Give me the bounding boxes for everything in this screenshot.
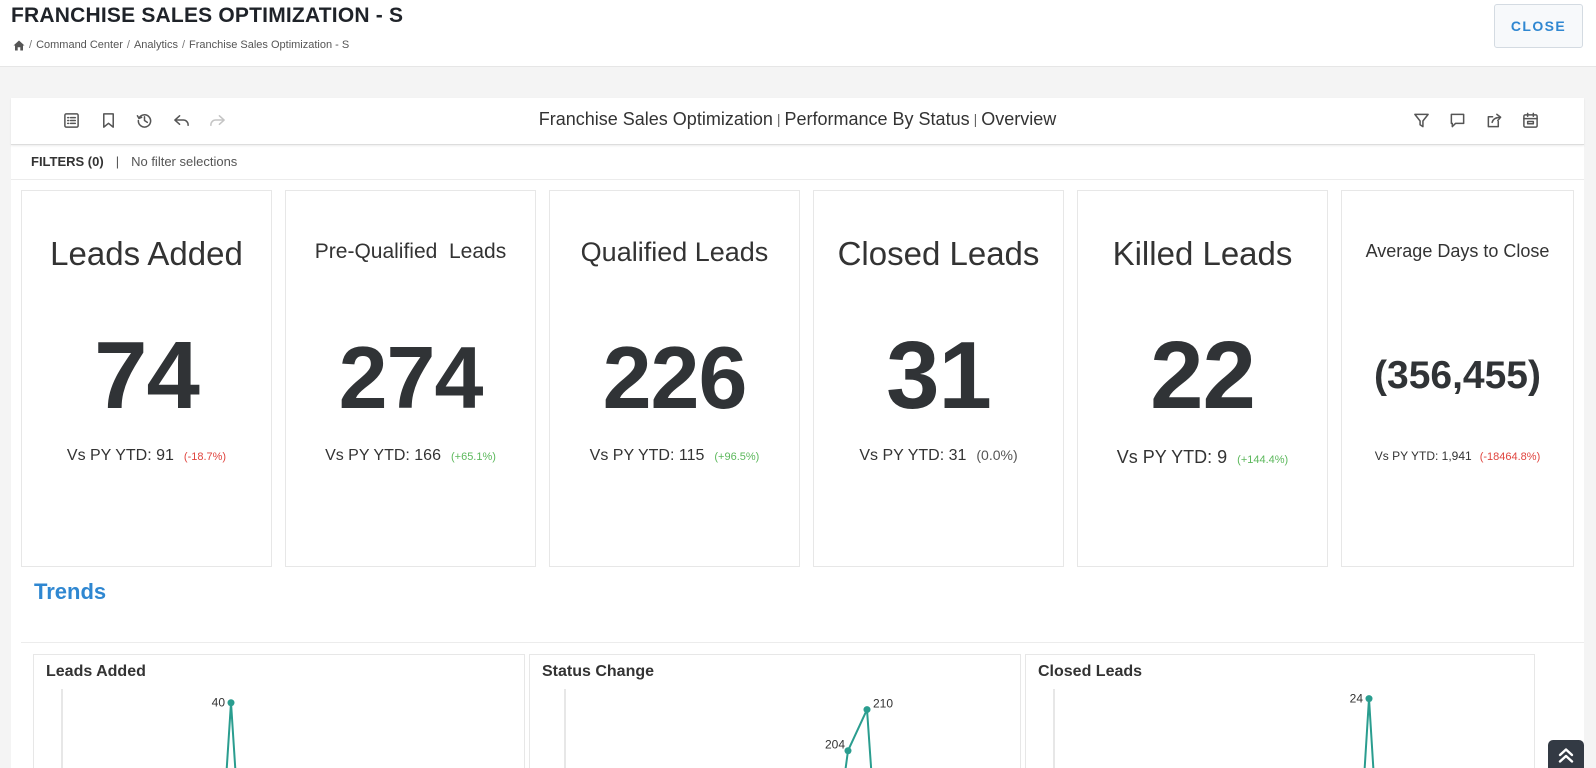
history-icon[interactable] — [134, 110, 154, 130]
filter-icon[interactable] — [1411, 110, 1431, 130]
breadcrumb-item-command-center[interactable]: Command Center — [36, 39, 123, 51]
filters-value: No filter selections — [131, 154, 238, 169]
chart-status-change: 200204210 — [564, 689, 893, 768]
series-line — [225, 702, 237, 768]
undo-icon[interactable] — [171, 110, 191, 130]
kpi-delta: (+96.5%) — [714, 451, 760, 463]
data-point — [844, 747, 852, 755]
chart-card-closed-leads[interactable]: Closed Leads 2024 — [1025, 654, 1535, 768]
breadcrumb-separator: / — [126, 39, 130, 51]
report-title-page: Overview — [981, 109, 1057, 129]
chart-leads-added: 35 40 — [40, 689, 237, 768]
kpi-delta: (-18.7%) — [183, 451, 227, 463]
kpi-compare-text: Vs PY YTD: 91 — [66, 447, 174, 464]
kpi-compare-text: Vs PY YTD: 9 — [1116, 447, 1228, 467]
kpi-title: Pre-Qualified Leads — [314, 240, 507, 263]
trends-section-title: Trends — [34, 579, 107, 604]
page-title: FRANCHISE SALES OPTIMIZATION - S — [11, 4, 404, 27]
comment-icon[interactable] — [1447, 110, 1467, 130]
kpi-compare: Vs PY YTD: 166 (+65.1%) — [286, 447, 535, 465]
list-icon[interactable] — [61, 110, 81, 130]
kpi-row: Leads Added 74 Vs PY YTD: 91 (-18.7%) Pre… — [21, 190, 1584, 568]
kpi-compare: Vs PY YTD: 31 (0.0%) — [814, 447, 1063, 465]
data-point — [227, 699, 235, 707]
kpi-compare: Vs PY YTD: 91 (-18.7%) — [22, 447, 271, 465]
kpi-value: 31 — [886, 322, 992, 429]
filters-separator: | — [115, 154, 120, 169]
report-title-view: Performance By Status — [784, 109, 970, 129]
kpi-delta: (+144.4%) — [1237, 454, 1289, 466]
kpi-title: Qualified Leads — [580, 237, 769, 267]
chart-title: Closed Leads — [1038, 663, 1143, 680]
kpi-delta: (+65.1%) — [450, 451, 496, 463]
kpi-compare-text: Vs PY YTD: 166 — [325, 447, 441, 464]
chart-title: Status Change — [542, 663, 655, 680]
chart-card-leads-added[interactable]: Leads Added 35 40 — [33, 654, 525, 768]
kpi-compare: Vs PY YTD: 9 (+144.4%) — [1078, 447, 1327, 468]
data-label: 210 — [873, 697, 893, 711]
scroll-to-top-button[interactable] — [1548, 740, 1584, 768]
home-icon[interactable] — [13, 40, 25, 51]
top-bar: FRANCHISE SALES OPTIMIZATION - S / Comma… — [0, 0, 1596, 67]
filters-label[interactable]: FILTERS (0) — [31, 154, 104, 169]
kpi-card-average-days-to-close[interactable]: Average Days to Close (356,455) Vs PY YT… — [1341, 190, 1574, 567]
kpi-value: 274 — [338, 328, 484, 427]
y-tick-label: 35 — [40, 766, 52, 768]
kpi-value: 226 — [602, 328, 748, 427]
kpi-card-pre-qualified-leads[interactable]: Pre-Qualified Leads 274 Vs PY YTD: 166 (+… — [285, 190, 536, 567]
kpi-delta: (0.0%) — [976, 447, 1018, 463]
divider — [21, 642, 1584, 643]
divider — [11, 179, 1584, 180]
series-line — [844, 709, 873, 768]
chart-closed-leads: 2024 — [1053, 689, 1375, 768]
report-title: Franchise Sales Optimization | Performance… — [11, 109, 1584, 130]
data-label: 204 — [825, 738, 845, 752]
chart-card-status-change[interactable]: Status Change 200204210 — [529, 654, 1021, 768]
kpi-value: 74 — [94, 322, 200, 429]
kpi-compare: Vs PY YTD: 115 (+96.5%) — [550, 447, 799, 465]
kpi-card-killed-leads[interactable]: Killed Leads 22 Vs PY YTD: 9 (+144.4%) — [1077, 190, 1328, 567]
close-button[interactable]: CLOSE — [1494, 4, 1583, 48]
kpi-title: Closed Leads — [837, 235, 1040, 272]
kpi-card-qualified-leads[interactable]: Qualified Leads 226 Vs PY YTD: 115 (+96.5… — [549, 190, 800, 567]
report-title-separator: | — [973, 111, 978, 127]
share-icon[interactable] — [1484, 110, 1504, 130]
breadcrumb-item-analytics[interactable]: Analytics — [133, 39, 178, 51]
kpi-value: 22 — [1150, 322, 1256, 429]
dashboard-toolbar: Franchise Sales Optimization | Performance… — [11, 98, 1584, 145]
double-chevron-up-icon — [1558, 748, 1574, 763]
kpi-title: Leads Added — [50, 235, 243, 272]
report-title-separator: | — [776, 111, 781, 127]
kpi-card-closed-leads[interactable]: Closed Leads 31 Vs PY YTD: 31 (0.0%) — [813, 190, 1064, 567]
kpi-value: (356,455) — [1374, 354, 1541, 397]
dashboard-panel: Franchise Sales Optimization | Performance… — [11, 98, 1584, 768]
chart-title: Leads Added — [46, 663, 146, 680]
data-label: 24 — [1350, 692, 1364, 706]
data-point — [1365, 695, 1373, 703]
breadcrumb: / Command Center / Analytics / Franchise… — [13, 39, 349, 51]
data-point — [863, 706, 871, 714]
kpi-title: Average Days to Close — [1365, 241, 1550, 261]
kpi-title: Killed Leads — [1112, 235, 1293, 272]
kpi-compare-text: Vs PY YTD: 115 — [589, 447, 705, 464]
breadcrumb-separator: / — [29, 39, 33, 51]
kpi-card-leads-added[interactable]: Leads Added 74 Vs PY YTD: 91 (-18.7%) — [21, 190, 272, 567]
kpi-compare-text: Vs PY YTD: 31 — [859, 447, 967, 464]
data-label: 40 — [212, 696, 226, 710]
kpi-delta: (-18464.8%) — [1479, 451, 1541, 463]
filters-bar[interactable]: FILTERS (0) | No filter selections — [31, 154, 237, 169]
kpi-compare-text: Vs PY YTD: 1,941 — [1374, 449, 1472, 463]
calendar-icon[interactable] — [1520, 110, 1540, 130]
bookmark-icon[interactable] — [98, 110, 118, 130]
report-title-dashboard: Franchise Sales Optimization — [538, 109, 773, 129]
redo-icon[interactable] — [207, 110, 227, 130]
breadcrumb-separator: / — [181, 39, 186, 51]
kpi-compare: Vs PY YTD: 1,941 (-18464.8%) — [1342, 449, 1573, 463]
breadcrumb-item-current: Franchise Sales Optimization - S — [189, 39, 350, 51]
series-line — [1363, 698, 1375, 768]
